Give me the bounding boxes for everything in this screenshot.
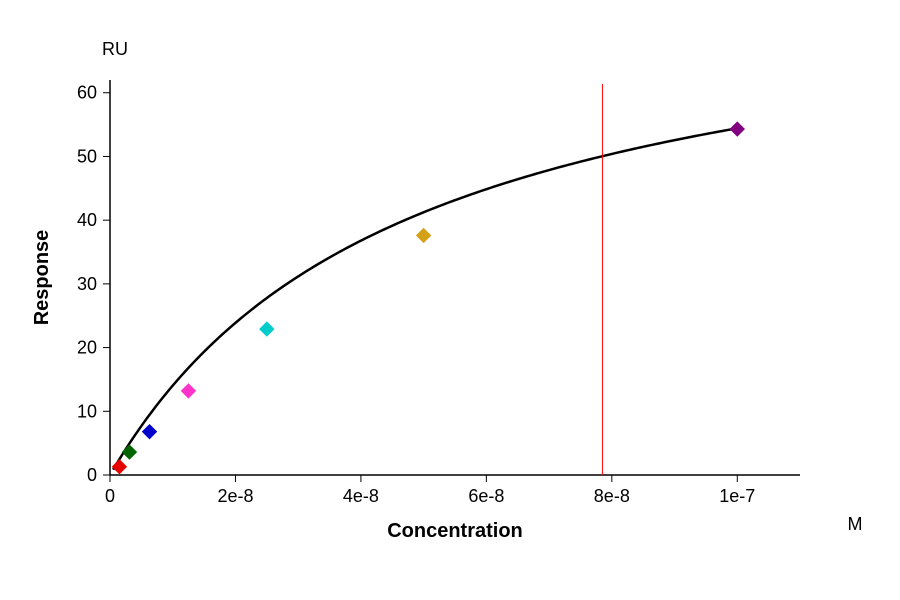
y-unit-label: RU [102, 39, 128, 59]
response-vs-concentration-chart: 0 10 20 30 40 50 60 0 2e-8 4e-8 6e-8 8e-8 1e-7 RU M Con… [0, 0, 900, 600]
chart-background [0, 0, 900, 600]
x-tick-label: 0 [105, 486, 115, 506]
y-tick-label: 40 [77, 210, 97, 230]
y-tick-label: 10 [77, 401, 97, 421]
y-tick-label: 50 [77, 146, 97, 166]
x-tick-label: 6e-8 [468, 486, 504, 506]
x-tick-label: 4e-8 [343, 486, 379, 506]
x-tick-label: 8e-8 [594, 486, 630, 506]
y-tick-label: 60 [77, 83, 97, 103]
y-tick-label: 20 [77, 338, 97, 358]
x-axis-label: Concentration [387, 520, 523, 542]
y-tick-label: 0 [87, 465, 97, 485]
x-tick-label: 1e-7 [719, 486, 755, 506]
y-axis-label: Response [31, 230, 53, 326]
x-unit-label: M [848, 514, 863, 534]
x-tick-label: 2e-8 [217, 486, 253, 506]
y-tick-label: 30 [77, 274, 97, 294]
